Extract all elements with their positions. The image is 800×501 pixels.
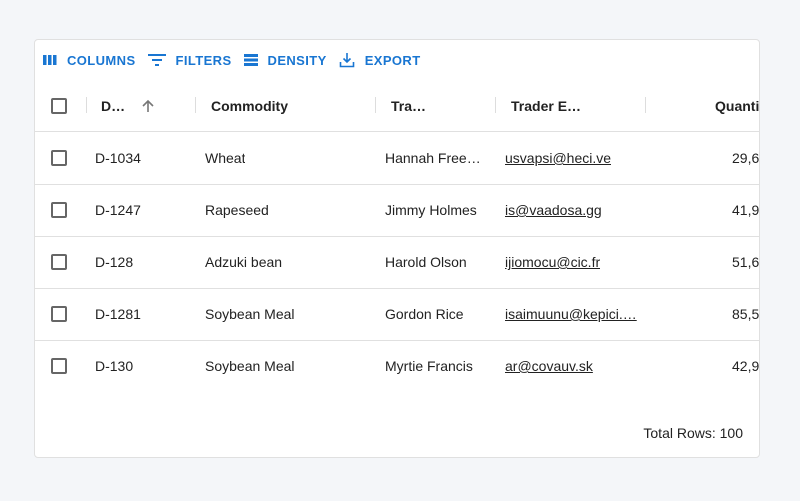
row-checkbox[interactable]: [51, 340, 67, 392]
cell-quantity: 42,9: [732, 358, 759, 374]
export-label: EXPORT: [364, 52, 421, 68]
cell-trader: Myrtie Francis: [385, 358, 473, 374]
density-icon: [243, 54, 258, 66]
column-header-email[interactable]: Trader E…: [511, 97, 582, 114]
email-link[interactable]: usvapsi@heci.ve: [505, 150, 612, 166]
cell-id: D-128: [95, 254, 134, 270]
density-button[interactable]: DENSITY: [243, 52, 327, 68]
cell-email: is@vaadosa.gg: [505, 184, 602, 236]
cell-quantity: 85,5: [732, 306, 759, 322]
cell-quantity: 51,6: [732, 254, 759, 270]
column-header-commodity[interactable]: Commodity: [211, 97, 288, 114]
row-checkbox[interactable]: [51, 132, 67, 184]
cell-id: D-1034: [95, 150, 141, 166]
cell-quantity: 29,6: [732, 150, 759, 166]
arrow-up-icon[interactable]: [141, 99, 155, 113]
table-row[interactable]: D-1281 Soybean Meal Gordon Rice isaimuun…: [35, 288, 759, 341]
density-label: DENSITY: [267, 52, 327, 68]
table-row[interactable]: D-128 Adzuki bean Harold Olson ijiomocu@…: [35, 236, 759, 289]
email-link[interactable]: ar@covauv.sk: [505, 358, 593, 374]
columns-icon: [43, 55, 57, 65]
cell-quantity: 41,9: [732, 202, 759, 218]
column-separator[interactable]: [195, 97, 196, 113]
cell-email: ar@covauv.sk: [505, 340, 593, 392]
cell-id: D-1281: [95, 306, 141, 322]
cell-commodity: Adzuki bean: [205, 254, 283, 270]
column-separator[interactable]: [86, 97, 87, 113]
cell-trader: Harold Olson: [385, 254, 467, 270]
column-header-label: D…: [101, 97, 126, 114]
filter-icon: [147, 54, 166, 66]
cell-email: usvapsi@heci.ve: [505, 132, 611, 184]
grid-toolbar: COLUMNS FILTERS DENSITY EXPORT: [43, 50, 433, 70]
cell-commodity: Wheat: [205, 150, 246, 166]
cell-email: isaimuunu@kepici.…: [505, 288, 637, 340]
table-row[interactable]: D-1034 Wheat Hannah Free… usvapsi@heci.v…: [35, 132, 759, 185]
column-header-trader[interactable]: Tra…: [391, 97, 427, 114]
table-row[interactable]: D-130 Soybean Meal Myrtie Francis ar@cov…: [35, 340, 759, 392]
table-row[interactable]: D-1247 Rapeseed Jimmy Holmes is@vaadosa.…: [35, 184, 759, 237]
grid-body: D… Commodity Tra… Trader E… Quantit D-10…: [35, 80, 759, 392]
filters-label: FILTERS: [175, 52, 232, 68]
row-checkbox[interactable]: [51, 184, 67, 236]
column-header-id[interactable]: D…: [101, 80, 155, 131]
column-separator[interactable]: [375, 97, 376, 113]
select-all-checkbox[interactable]: [51, 80, 67, 131]
cell-commodity: Soybean Meal: [205, 306, 295, 322]
column-header-quantity[interactable]: Quantit: [715, 97, 759, 114]
cell-id: D-1247: [95, 202, 141, 218]
header-row: D… Commodity Tra… Trader E… Quantit: [35, 80, 759, 132]
cell-trader: Gordon Rice: [385, 306, 464, 322]
download-icon: [339, 53, 354, 68]
data-grid: COLUMNS FILTERS DENSITY EXPORT D… Commod…: [34, 39, 760, 458]
cell-trader: Jimmy Holmes: [385, 202, 477, 218]
cell-commodity: Soybean Meal: [205, 358, 295, 374]
column-separator[interactable]: [645, 97, 646, 113]
columns-button[interactable]: COLUMNS: [43, 53, 136, 68]
export-button[interactable]: EXPORT: [339, 52, 421, 68]
email-link[interactable]: is@vaadosa.gg: [505, 202, 602, 218]
email-link[interactable]: isaimuunu@kepici.…: [505, 306, 637, 322]
cell-commodity: Rapeseed: [205, 202, 269, 218]
email-link[interactable]: ijiomocu@cic.fr: [505, 254, 601, 270]
cell-id: D-130: [95, 358, 134, 374]
row-checkbox[interactable]: [51, 288, 67, 340]
filters-button[interactable]: FILTERS: [147, 52, 232, 68]
columns-label: COLUMNS: [67, 52, 136, 68]
cell-email: ijiomocu@cic.fr: [505, 236, 600, 288]
total-rows: Total Rows: 100: [643, 425, 743, 441]
row-checkbox[interactable]: [51, 236, 67, 288]
column-separator[interactable]: [495, 97, 496, 113]
cell-trader: Hannah Free…: [385, 150, 481, 166]
